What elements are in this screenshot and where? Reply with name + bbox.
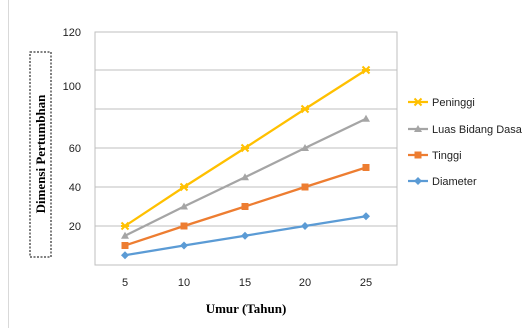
legend-marker — [414, 125, 422, 132]
series-2 — [121, 164, 370, 249]
x-tick-label: 15 — [239, 277, 251, 289]
data-point — [180, 222, 188, 230]
legend-label: Diameter — [432, 176, 477, 188]
data-point — [180, 241, 188, 250]
series-1 — [121, 114, 370, 239]
data-point — [240, 143, 250, 153]
data-point — [179, 182, 189, 192]
x-axis-title: Umur (Tahun) — [206, 301, 287, 316]
x-tick-label: 10 — [178, 277, 190, 289]
x-tick-label: 20 — [299, 277, 311, 289]
y-tick-label: 100 — [63, 81, 81, 93]
legend-label: Luas Bidang Dasa — [432, 124, 523, 136]
legend-label: Peninggi — [432, 97, 475, 109]
data-point — [301, 183, 309, 191]
data-point — [362, 212, 370, 221]
legend-item-2: Tinggi — [408, 150, 462, 162]
y-tick-labels: 20 40 60 100 120 — [63, 27, 81, 233]
legend-item-0: Peninggi — [408, 97, 475, 109]
y-tick-label: 120 — [63, 27, 81, 39]
y-tick-label: 60 — [69, 143, 81, 155]
y-axis-title-box — [29, 51, 52, 258]
x-tick-labels: 5 10 15 20 25 — [122, 277, 372, 289]
y-axis-title: Dimensi Pertumbhan — [33, 94, 48, 214]
data-point — [180, 202, 188, 210]
data-point — [301, 144, 309, 151]
data-point — [361, 65, 371, 75]
figure-border — [8, 0, 9, 328]
data-point — [241, 203, 249, 210]
legend-marker — [414, 177, 422, 185]
data-point — [362, 164, 370, 171]
data-point — [241, 173, 249, 181]
y-tick-label: 20 — [69, 221, 81, 233]
y-tick-label: 40 — [69, 182, 81, 194]
legend-item-3: Diameter — [408, 176, 477, 188]
legend-marker — [413, 97, 423, 107]
legend-item-1: Luas Bidang Dasa — [408, 124, 523, 136]
data-point — [301, 222, 309, 230]
x-tick-label: 25 — [360, 277, 372, 289]
data-point — [121, 251, 129, 260]
data-point — [121, 242, 129, 249]
data-point — [121, 231, 129, 239]
data-point — [300, 104, 310, 114]
x-tick-label: 5 — [122, 277, 128, 289]
legend: Peninggi Luas Bidang Dasa Tinggi Diameter — [408, 97, 523, 188]
data-point — [120, 221, 130, 231]
series-layer — [120, 65, 371, 260]
legend-label: Tinggi — [432, 150, 462, 162]
data-point — [241, 231, 249, 240]
series-3 — [121, 212, 370, 260]
data-point — [362, 114, 370, 122]
series-0 — [120, 65, 371, 231]
legend-marker — [414, 151, 422, 159]
